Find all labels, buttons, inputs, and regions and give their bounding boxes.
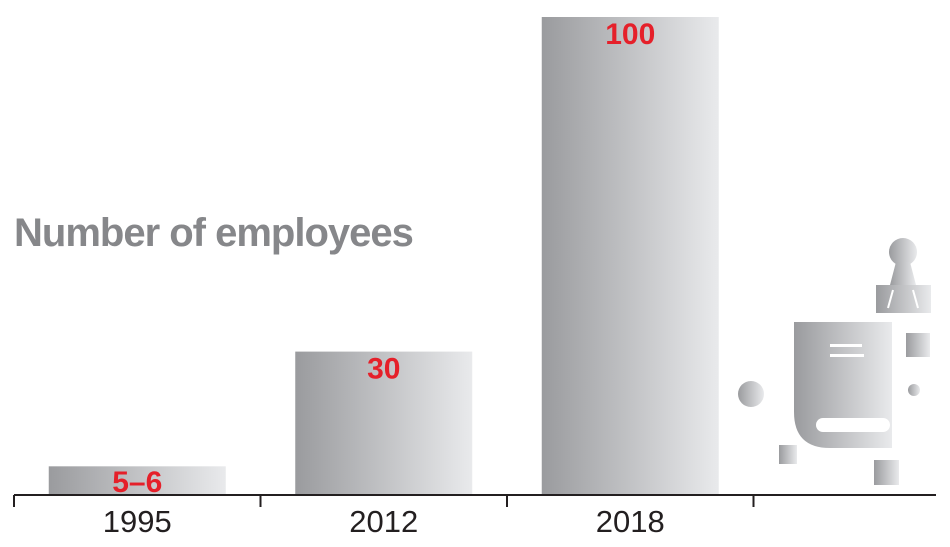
bar-2012	[295, 351, 473, 495]
bar-2018	[541, 17, 719, 495]
value-label-1995: 5–6	[112, 466, 162, 499]
x-tick-label-1995: 1995	[103, 504, 172, 539]
x-tick-label-2018: 2018	[596, 504, 665, 539]
chart-title: Number of employees	[14, 211, 413, 255]
value-labels: 5–6 30 100	[112, 18, 655, 499]
office-building-icon	[738, 238, 931, 485]
x-axis	[13, 494, 936, 507]
x-tick-labels: 1995 2012 2018	[103, 504, 665, 539]
x-tick-label-2012: 2012	[349, 504, 418, 539]
value-label-2018: 100	[605, 18, 655, 51]
value-label-2012: 30	[367, 353, 400, 386]
bar-1995	[48, 466, 226, 495]
bars	[48, 17, 719, 495]
